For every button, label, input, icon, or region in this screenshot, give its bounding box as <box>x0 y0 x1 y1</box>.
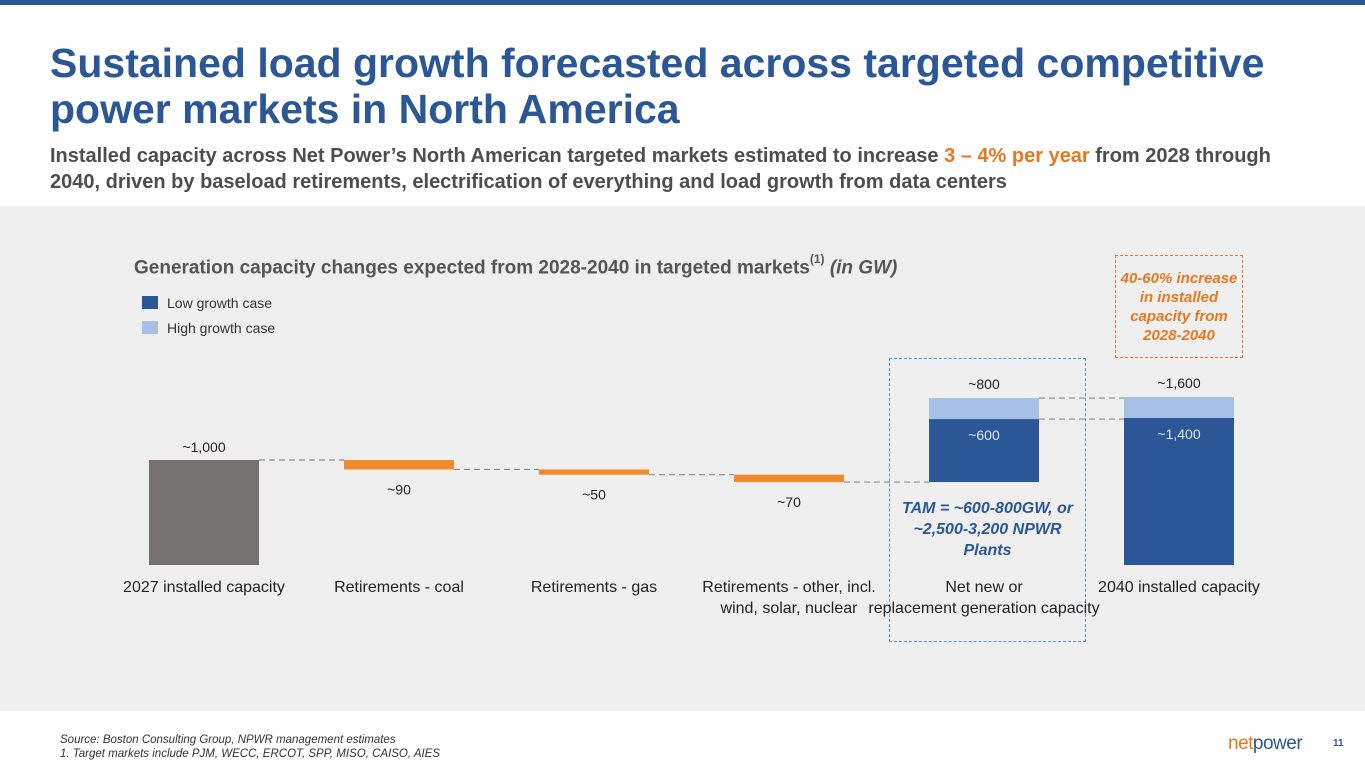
legend-label-low: Low growth case <box>167 294 273 311</box>
label-retirement-3: ~70 <box>777 494 801 510</box>
logo-net: net <box>1228 733 1253 754</box>
logo-power: power <box>1252 733 1303 754</box>
chart-title: Generation capacity changes expected fro… <box>134 252 898 279</box>
bar-2040-high <box>1124 397 1234 418</box>
label-retirement-2: ~50 <box>582 487 606 503</box>
category-label-1: Retirements - coal <box>334 579 464 596</box>
bar-2027-total <box>149 460 259 565</box>
legend-item-low: Low growth case <box>142 290 275 315</box>
category-label-0: 2027 installed capacity <box>123 579 285 596</box>
label-net-new-low: ~600 <box>968 427 1000 443</box>
bar-retirement-3 <box>734 474 844 483</box>
chart-title-main: Generation capacity changes expected fro… <box>134 257 810 279</box>
source-line: Source: Boston Consulting Group, NPWR ma… <box>60 734 396 746</box>
chart-title-footnote-ref: (1) <box>809 252 825 266</box>
chart-legend: Low growth case High growth case <box>142 290 275 340</box>
legend-swatch-low <box>142 296 158 309</box>
growth-callout: 40-60% increase in installed capacity fr… <box>1115 255 1243 358</box>
tam-note: TAM = ~600-800GW, or ~2,500-3,200 NPWR P… <box>901 500 1073 559</box>
category-label-2: Retirements - gas <box>531 579 657 596</box>
bar-net-new-low <box>929 419 1039 483</box>
category-label-3: Retirements - other, incl. wind, solar, n… <box>702 579 875 617</box>
bar-retirement-1 <box>344 460 454 470</box>
label-2040-low: ~1,400 <box>1157 426 1200 442</box>
legend-swatch-high <box>142 321 158 334</box>
bar-2040-low <box>1124 418 1234 565</box>
page-subtitle: Installed capacity across Net Power’s No… <box>50 143 1290 195</box>
label-2027-total: ~1,000 <box>182 439 225 455</box>
category-label-4: Net new or replacement generation capacit… <box>868 579 1099 617</box>
chart-title-unit: (in GW) <box>829 257 898 279</box>
bar-net-new-high <box>929 398 1039 420</box>
growth-callout-text: 40-60% increase in installed capacity fr… <box>1120 269 1238 344</box>
label-net-new-high: ~800 <box>968 376 1000 392</box>
footnote-line: 1. Target markets include PJM, WECC, ERC… <box>60 748 441 760</box>
page-number: 11 <box>1333 738 1344 749</box>
legend-item-high: High growth case <box>142 315 275 340</box>
legend-label-high: High growth case <box>167 319 276 336</box>
bar-retirement-2 <box>539 469 649 475</box>
label-2040-high: ~1,600 <box>1157 375 1200 391</box>
page-title: Sustained load growth forecasted across … <box>50 40 1265 132</box>
tam-highlight-box <box>889 358 1086 642</box>
subtitle-text-end: from 2028 through 2040, driven by baselo… <box>50 145 1271 193</box>
category-label-5: 2040 installed capacity <box>1098 579 1260 596</box>
label-retirement-1: ~90 <box>387 481 411 497</box>
footer-source: Source: Boston Consulting Group, NPWR ma… <box>60 733 440 761</box>
netpower-logo: netpower <box>1228 733 1303 755</box>
subtitle-highlight: 3 – 4% per year <box>944 145 1090 167</box>
subtitle-text-start: Installed capacity across Net Power’s No… <box>50 145 945 167</box>
top-accent-bar <box>0 0 1365 5</box>
